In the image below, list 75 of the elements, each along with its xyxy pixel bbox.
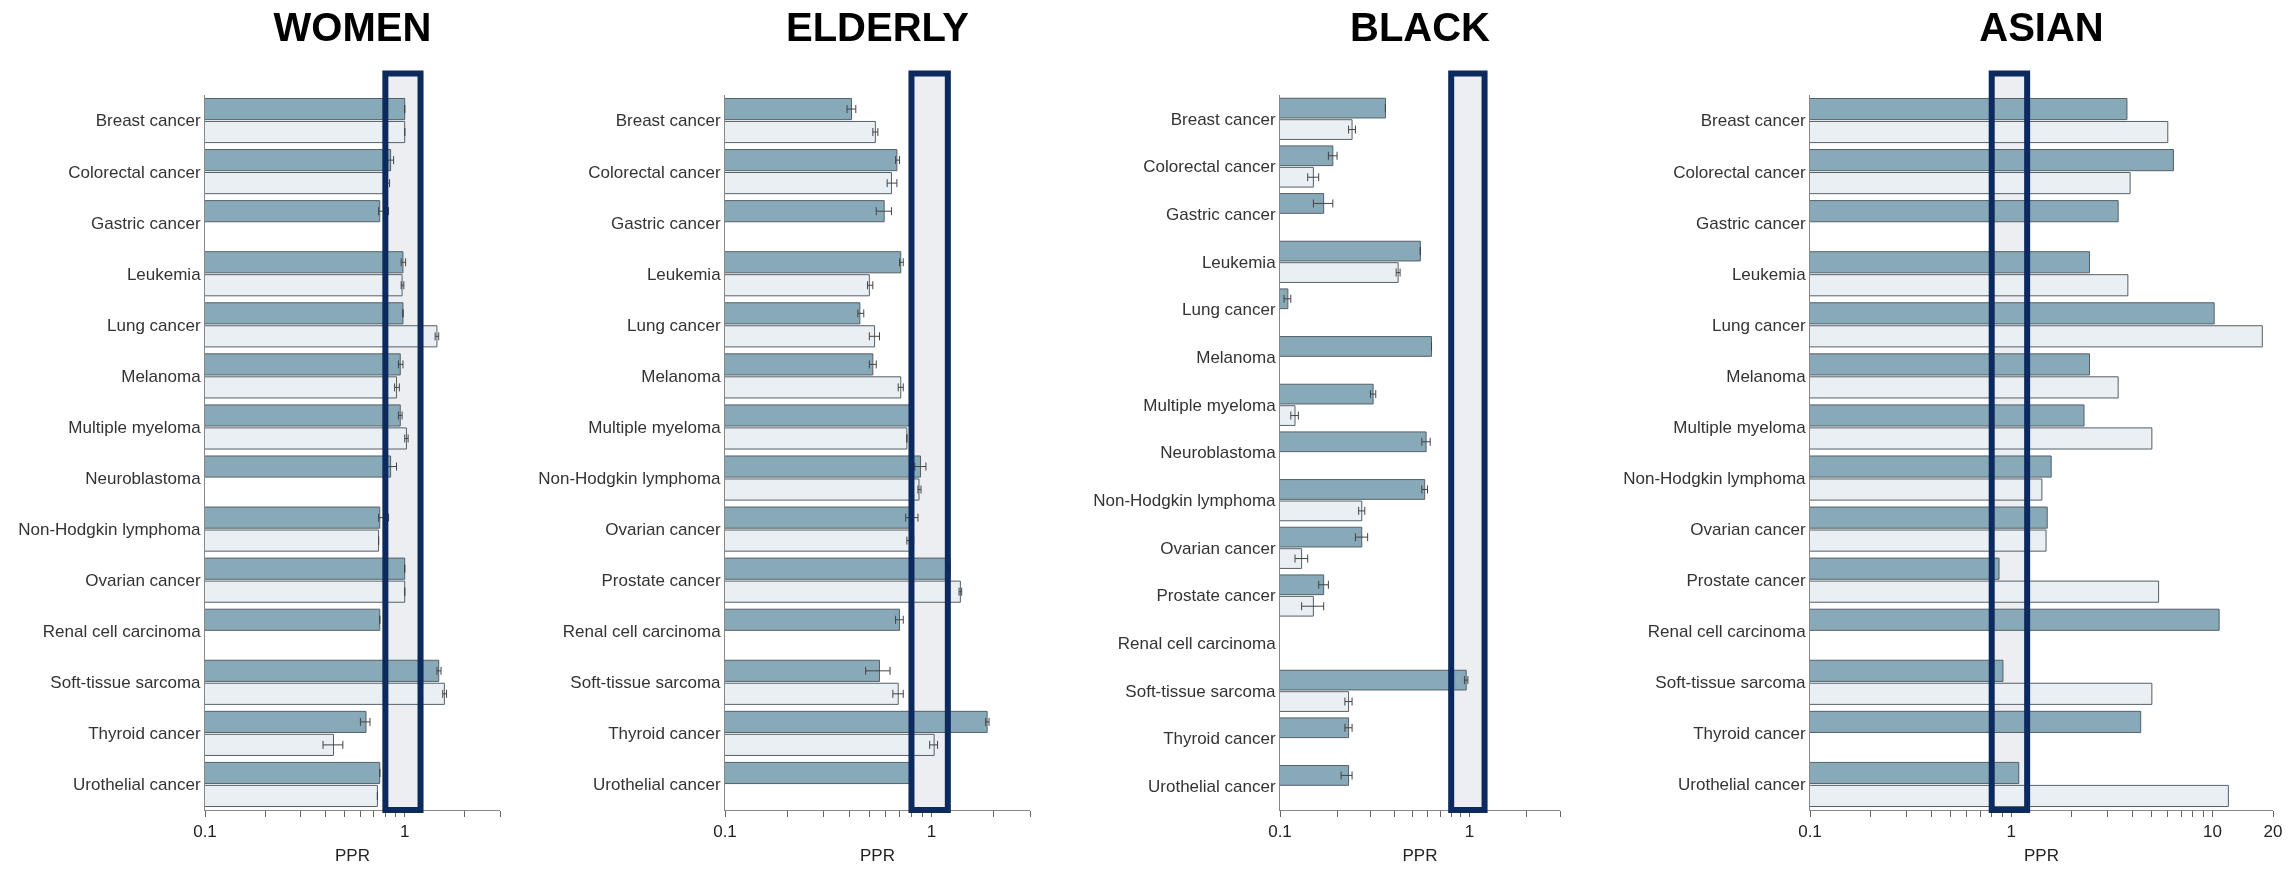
y-tick-label: Colorectal cancer bbox=[1673, 162, 1806, 182]
y-tick-label: Melanoma bbox=[1196, 348, 1277, 368]
x-tick-label: 0.1 bbox=[1798, 822, 1822, 842]
y-tick-label: Thyroid cancer bbox=[1693, 724, 1806, 744]
chart-title: ELDERLY bbox=[785, 5, 970, 50]
y-tick-label: Breast cancer bbox=[95, 111, 201, 131]
y-tick-label: Lung cancer bbox=[107, 315, 201, 335]
y-tick-label: Leukemia bbox=[1731, 264, 1807, 284]
y-tick-label: Leukemia bbox=[646, 264, 722, 284]
y-tick-label: Renal cell carcinoma bbox=[562, 622, 722, 642]
y-tick-label: Soft-tissue sarcoma bbox=[1125, 681, 1277, 701]
y-tick-label: Gastric cancer bbox=[1696, 213, 1806, 233]
y-tick-label: Colorectal cancer bbox=[68, 162, 201, 182]
y-tick-label: Gastric cancer bbox=[611, 213, 721, 233]
x-axis-title: PPR bbox=[335, 845, 370, 865]
y-tick-label: Multiple myeloma bbox=[68, 417, 202, 437]
y-tick-label: Non-Hodgkin lymphoma bbox=[1093, 491, 1277, 511]
y-tick-label: Multiple myeloma bbox=[588, 417, 722, 437]
y-tick-label: Renal cell carcinoma bbox=[1647, 622, 1807, 642]
y-tick-label: Gastric cancer bbox=[91, 213, 201, 233]
y-tick-label: Melanoma bbox=[1726, 366, 1807, 386]
y-tick-label: Gastric cancer bbox=[1166, 205, 1276, 225]
y-tick-label: Lung cancer bbox=[1712, 315, 1806, 335]
y-tick-label: Colorectal cancer bbox=[588, 162, 721, 182]
y-tick-label: Prostate cancer bbox=[1156, 586, 1276, 606]
y-tick-label: Renal cell carcinoma bbox=[42, 622, 202, 642]
y-tick-label: Lung cancer bbox=[627, 315, 721, 335]
x-tick-label: 0.1 bbox=[193, 822, 217, 842]
y-tick-label: Urothelial cancer bbox=[1148, 777, 1276, 797]
y-tick-label: Lung cancer bbox=[1182, 300, 1276, 320]
y-tick-label: Thyroid cancer bbox=[608, 724, 721, 744]
y-tick-label: Colorectal cancer bbox=[1143, 157, 1276, 177]
y-tick-label: Breast cancer bbox=[1700, 111, 1806, 131]
y-tick-label: Melanoma bbox=[641, 366, 722, 386]
chart-title: BLACK bbox=[1350, 5, 1491, 50]
y-tick-label: Renal cell carcinoma bbox=[1117, 634, 1277, 654]
x-tick-label: 20 bbox=[2263, 822, 2283, 842]
y-tick-label: Multiple myeloma bbox=[1143, 395, 1277, 415]
y-tick-label: Soft-tissue sarcoma bbox=[1655, 673, 1807, 693]
y-tick-label: Non-Hodgkin lymphoma bbox=[18, 520, 202, 540]
y-tick-label: Ovarian cancer bbox=[1160, 538, 1276, 558]
y-tick-label: Prostate cancer bbox=[1686, 571, 1806, 591]
y-tick-label: Neuroblastoma bbox=[85, 468, 202, 488]
y-tick-label: Urothelial cancer bbox=[1678, 775, 1806, 795]
y-tick-label: Melanoma bbox=[121, 366, 202, 386]
y-tick-label: Ovarian cancer bbox=[1690, 520, 1806, 540]
chart-title: WOMEN bbox=[273, 5, 432, 50]
x-tick-label: 0.1 bbox=[1268, 822, 1292, 842]
x-axis-title: PPR bbox=[2024, 845, 2059, 865]
y-tick-label: Ovarian cancer bbox=[85, 571, 201, 591]
x-tick-label: 1 bbox=[2006, 822, 2016, 842]
y-tick-label: Multiple myeloma bbox=[1673, 417, 1807, 437]
y-tick-label: Non-Hodgkin lymphoma bbox=[538, 468, 722, 488]
x-tick-label: 10 bbox=[2202, 822, 2222, 842]
y-tick-label: Breast cancer bbox=[1170, 109, 1276, 129]
y-tick-label: Thyroid cancer bbox=[88, 724, 201, 744]
y-tick-label: Breast cancer bbox=[615, 111, 721, 131]
y-tick-label: Urothelial cancer bbox=[73, 775, 201, 795]
y-tick-label: Prostate cancer bbox=[601, 571, 721, 591]
y-tick-label: Soft-tissue sarcoma bbox=[50, 673, 202, 693]
x-tick-label: 1 bbox=[399, 822, 410, 842]
x-tick-label: 1 bbox=[926, 822, 937, 842]
y-tick-label: Thyroid cancer bbox=[1163, 729, 1276, 749]
y-tick-label: Soft-tissue sarcoma bbox=[570, 673, 722, 693]
y-tick-label: Leukemia bbox=[1201, 252, 1277, 272]
y-tick-label: Non-Hodgkin lymphoma bbox=[1623, 468, 1807, 488]
x-tick-label: 1 bbox=[1464, 822, 1475, 842]
y-tick-label: Leukemia bbox=[126, 264, 202, 284]
x-axis-title: PPR bbox=[1402, 845, 1438, 865]
y-tick-label: Neuroblastoma bbox=[1160, 443, 1277, 463]
x-axis-title: PPR bbox=[860, 845, 895, 865]
y-tick-label: Urothelial cancer bbox=[593, 775, 721, 795]
y-tick-label: Ovarian cancer bbox=[605, 520, 721, 540]
chart-title: ASIAN bbox=[1979, 5, 2104, 50]
x-tick-label: 0.1 bbox=[713, 822, 737, 842]
